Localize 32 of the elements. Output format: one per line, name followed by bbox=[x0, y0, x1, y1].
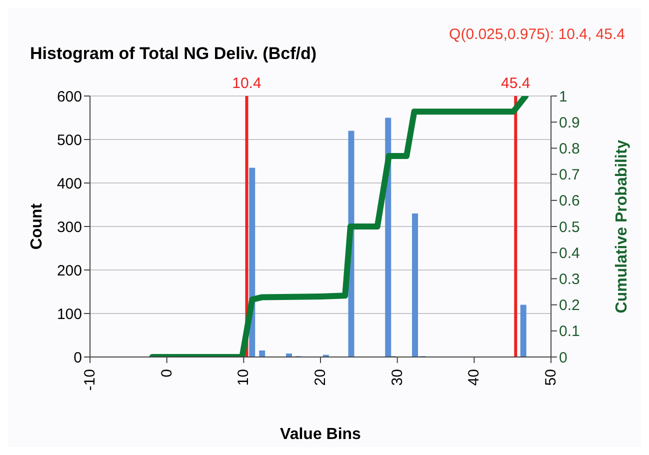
x-tick-label: 0 bbox=[158, 369, 176, 378]
x-axis-title: Value Bins bbox=[280, 426, 362, 443]
y2-tick-label: 0.8 bbox=[559, 140, 580, 158]
ref-line-label: 45.4 bbox=[501, 75, 530, 92]
y2-tick-label: 0.6 bbox=[559, 192, 580, 210]
y-tick-label: 300 bbox=[56, 218, 82, 236]
y2-axis-title: Cumulative Probability bbox=[614, 140, 631, 314]
y-tick-label: 200 bbox=[56, 262, 82, 280]
y2-tick-label: 0.2 bbox=[559, 297, 580, 314]
y-axis-title: Count bbox=[28, 202, 46, 250]
y2-tick-label: 0.9 bbox=[559, 114, 580, 132]
y2-tick-label: 0.7 bbox=[559, 166, 580, 184]
chart-title: Histogram of Total NG Deliv. (Bcf/d) bbox=[30, 44, 316, 64]
y2-tick-label: 0.4 bbox=[559, 244, 580, 262]
y-tick-label: 0 bbox=[74, 349, 82, 366]
y2-tick-label: 1 bbox=[559, 88, 568, 106]
x-tick-label: 20 bbox=[312, 369, 329, 386]
y2-tick-label: 0 bbox=[559, 349, 568, 366]
y-tick-label: 500 bbox=[56, 132, 82, 149]
x-tick-label: 40 bbox=[466, 369, 483, 386]
x-tick-label: 30 bbox=[388, 369, 406, 386]
x-tick-label: 50 bbox=[542, 369, 560, 386]
ref-line-label: 10.4 bbox=[232, 75, 262, 92]
text: Q(0.025,0.975): 10.4, 45.4 bbox=[449, 26, 625, 43]
y2-tick-label: 0.1 bbox=[559, 323, 580, 340]
x-tick-label: -10 bbox=[82, 369, 98, 391]
y-tick-label: 100 bbox=[56, 306, 82, 323]
y2-tick-label: 0.5 bbox=[559, 218, 580, 236]
y-tick-label: 400 bbox=[56, 175, 82, 192]
x-tick-label: 10 bbox=[235, 369, 252, 386]
y-tick-label: 600 bbox=[56, 88, 82, 106]
y2-tick-label: 0.3 bbox=[559, 271, 580, 288]
